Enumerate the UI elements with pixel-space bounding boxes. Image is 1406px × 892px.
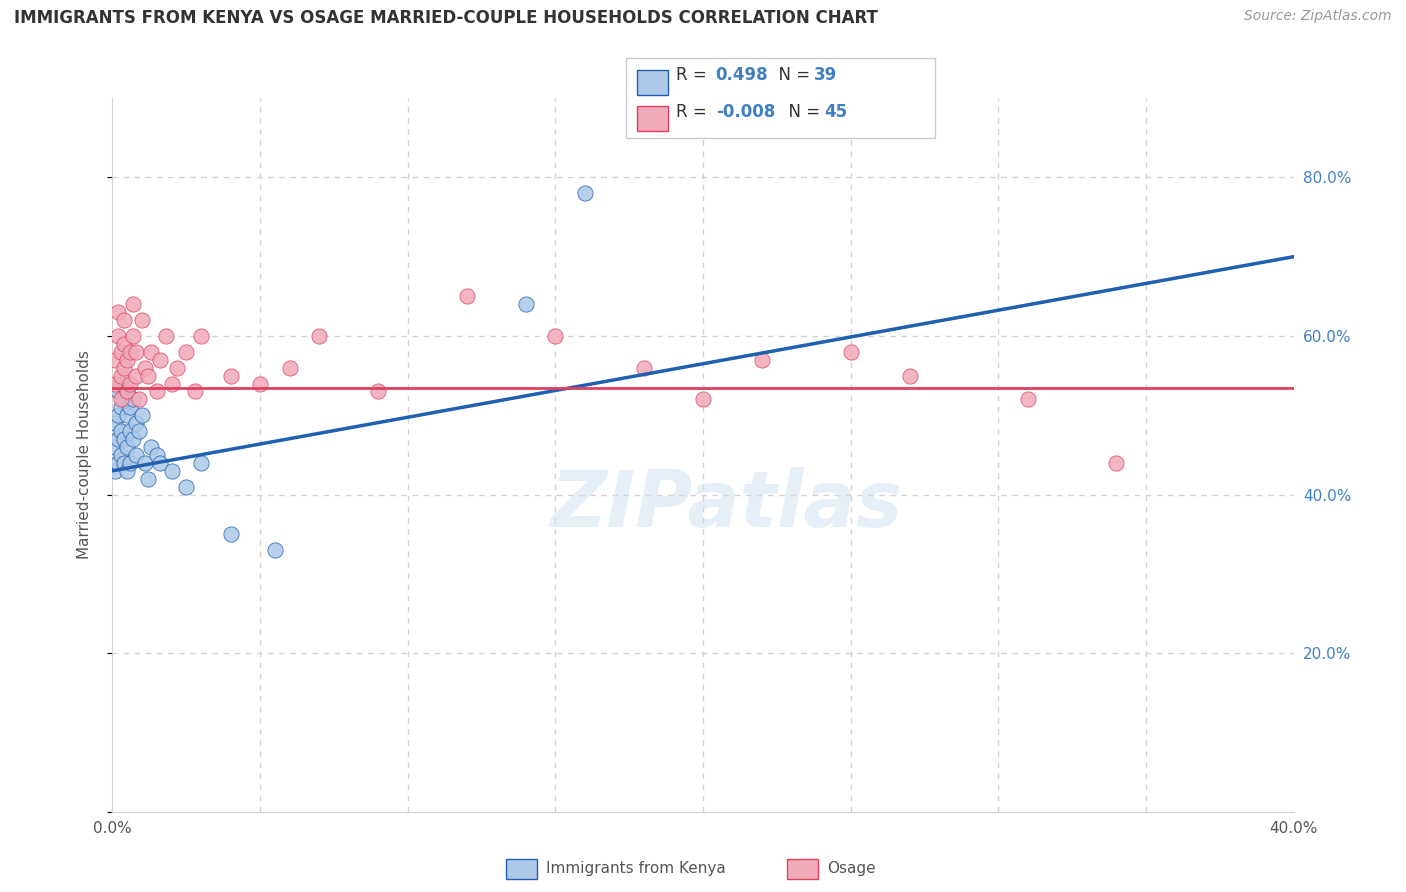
Point: [122, 432, 145, 446]
Point: [110, 368, 132, 383]
Point: [120, 456, 142, 470]
Text: Osage: Osage: [827, 862, 876, 876]
Text: Source: ZipAtlas.com: Source: ZipAtlas.com: [1244, 9, 1392, 23]
Point: [160, 376, 183, 391]
Text: N =: N =: [768, 66, 815, 84]
Point: [128, 424, 150, 438]
Y-axis label: Married-couple Households: Married-couple Households: [77, 351, 91, 559]
Text: Immigrants from Kenya: Immigrants from Kenya: [546, 862, 725, 876]
Point: [139, 440, 162, 454]
Text: 39: 39: [814, 66, 838, 84]
Point: [110, 344, 132, 359]
Point: [107, 456, 129, 470]
Point: [104, 440, 127, 454]
Point: [190, 456, 212, 470]
Text: R =: R =: [676, 103, 713, 120]
Point: [117, 464, 138, 478]
Point: [264, 543, 287, 558]
Point: [110, 376, 132, 391]
Point: [122, 329, 145, 343]
Point: [112, 456, 135, 470]
Text: 0.498: 0.498: [716, 66, 768, 84]
Point: [107, 305, 129, 319]
Point: [131, 313, 153, 327]
Point: [120, 424, 142, 438]
Point: [125, 448, 148, 462]
Point: [107, 432, 129, 446]
Point: [1105, 456, 1128, 470]
Point: [134, 456, 156, 470]
Point: [146, 448, 169, 462]
Point: [117, 384, 138, 399]
Point: [839, 344, 862, 359]
Point: [149, 352, 172, 367]
Point: [122, 297, 145, 311]
Point: [367, 384, 389, 399]
Point: [122, 392, 145, 407]
Point: [128, 392, 150, 407]
Point: [117, 409, 138, 423]
Point: [574, 186, 596, 201]
Point: [456, 289, 478, 303]
Point: [155, 329, 177, 343]
Point: [692, 392, 714, 407]
Point: [174, 344, 197, 359]
Point: [112, 360, 135, 375]
Point: [104, 352, 127, 367]
Point: [146, 384, 169, 399]
Text: IMMIGRANTS FROM KENYA VS OSAGE MARRIED-COUPLE HOUSEHOLDS CORRELATION CHART: IMMIGRANTS FROM KENYA VS OSAGE MARRIED-C…: [14, 9, 877, 27]
Point: [166, 360, 188, 375]
Point: [174, 480, 197, 494]
Text: -0.008: -0.008: [716, 103, 775, 120]
Point: [104, 464, 127, 478]
Point: [107, 384, 129, 399]
Point: [120, 344, 142, 359]
Point: [112, 337, 135, 351]
Point: [219, 368, 242, 383]
Point: [117, 440, 138, 454]
Point: [249, 376, 271, 391]
Point: [110, 401, 132, 415]
Point: [184, 384, 207, 399]
Point: [125, 368, 148, 383]
Point: [190, 329, 212, 343]
Point: [110, 424, 132, 438]
Point: [139, 344, 162, 359]
Point: [136, 472, 159, 486]
Point: [544, 329, 567, 343]
Point: [110, 392, 132, 407]
Point: [308, 329, 330, 343]
Point: [219, 527, 242, 541]
Point: [125, 344, 148, 359]
Text: N =: N =: [778, 103, 825, 120]
Point: [120, 376, 142, 391]
Text: 45: 45: [824, 103, 846, 120]
Point: [107, 329, 129, 343]
Point: [136, 368, 159, 383]
Point: [112, 392, 135, 407]
Point: [117, 352, 138, 367]
Point: [898, 368, 921, 383]
Point: [751, 352, 773, 367]
Point: [112, 313, 135, 327]
Point: [120, 401, 142, 415]
Point: [125, 416, 148, 430]
Point: [278, 360, 301, 375]
Text: R =: R =: [676, 66, 713, 84]
Point: [110, 448, 132, 462]
Point: [1017, 392, 1039, 407]
Point: [633, 360, 655, 375]
Point: [117, 384, 138, 399]
Point: [112, 432, 135, 446]
Text: ZIPatlas: ZIPatlas: [551, 467, 903, 543]
Point: [107, 409, 129, 423]
Point: [149, 456, 172, 470]
Point: [160, 464, 183, 478]
Point: [131, 409, 153, 423]
Point: [515, 297, 537, 311]
Point: [134, 360, 156, 375]
Point: [104, 416, 127, 430]
Point: [104, 376, 127, 391]
